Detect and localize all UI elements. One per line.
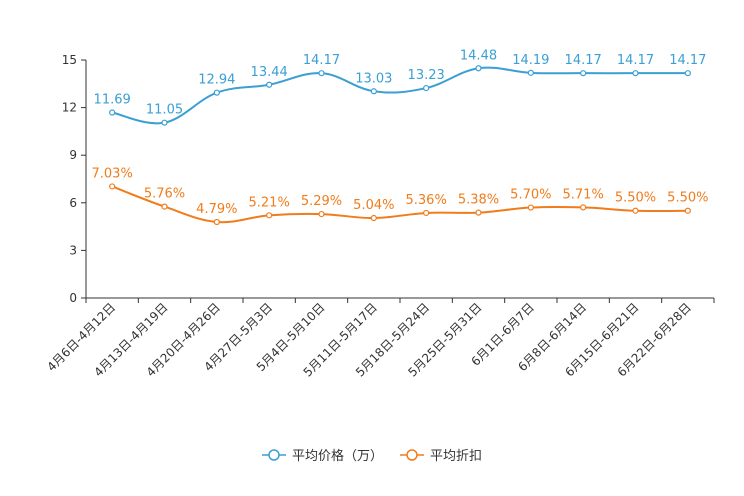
data-point bbox=[213, 218, 220, 226]
y-tick-label: 15 bbox=[62, 53, 77, 67]
y-tick-label: 9 bbox=[69, 148, 77, 162]
data-label: 5.21% bbox=[249, 195, 290, 210]
data-label: 14.17 bbox=[565, 53, 602, 68]
data-label: 5.71% bbox=[563, 187, 604, 202]
data-point bbox=[266, 212, 273, 219]
data-label: 7.03% bbox=[92, 166, 133, 181]
data-point bbox=[684, 207, 691, 214]
data-point bbox=[370, 214, 377, 222]
data-point bbox=[318, 210, 325, 218]
series-1: 11.69 11.05 12.94 13.44 14.17 13.03 13.23 14.48… bbox=[94, 48, 706, 126]
data-label: 14.19 bbox=[512, 53, 549, 68]
data-point bbox=[109, 109, 116, 116]
data-label: 11.69 bbox=[94, 93, 131, 108]
data-label: 5.50% bbox=[667, 191, 708, 206]
data-point bbox=[527, 204, 534, 211]
data-point bbox=[213, 89, 220, 96]
data-point bbox=[527, 69, 534, 76]
series-2: 7.03% 5.76% 4.79% 5.21% 5.29% 5.04% 5.36% 5.38%… bbox=[92, 166, 708, 226]
y-tick-label: 6 bbox=[69, 196, 77, 210]
data-label: 5.04% bbox=[353, 198, 394, 213]
data-label: 13.03 bbox=[355, 71, 392, 86]
data-point bbox=[632, 207, 639, 214]
y-tick-label: 0 bbox=[69, 291, 77, 305]
data-label: 14.17 bbox=[303, 53, 340, 68]
data-point bbox=[475, 209, 482, 216]
data-point bbox=[475, 65, 482, 72]
data-label: 11.05 bbox=[146, 103, 183, 118]
data-label: 5.29% bbox=[301, 194, 342, 209]
data-label: 5.50% bbox=[615, 191, 656, 206]
data-point bbox=[684, 70, 691, 77]
series-line bbox=[111, 185, 688, 224]
data-point bbox=[161, 203, 168, 210]
data-label: 12.94 bbox=[198, 73, 235, 88]
data-point bbox=[318, 70, 325, 77]
legend-item-2: 平均折扣 bbox=[400, 449, 482, 464]
data-label: 14.17 bbox=[617, 53, 654, 68]
data-point bbox=[580, 70, 587, 77]
data-point bbox=[423, 209, 430, 217]
data-label: 14.48 bbox=[460, 48, 497, 63]
data-point bbox=[109, 183, 116, 190]
legend-item-1: 平均价格（万） bbox=[262, 448, 383, 464]
data-label: 14.17 bbox=[669, 53, 706, 68]
legend-label: 平均价格（万） bbox=[292, 448, 383, 464]
legend: 平均价格（万） 平均折扣 bbox=[262, 448, 482, 464]
data-point bbox=[161, 119, 168, 126]
data-point bbox=[266, 81, 273, 88]
data-label: 5.36% bbox=[406, 193, 447, 208]
y-tick-label: 12 bbox=[62, 101, 77, 115]
y-tick-label: 3 bbox=[69, 243, 77, 257]
data-point bbox=[423, 84, 430, 92]
series-layer: 11.69 11.05 12.94 13.44 14.17 13.03 13.23 14.48… bbox=[92, 48, 708, 226]
data-point bbox=[370, 88, 377, 95]
axis-layer: 036912154月6日-4月12日4月13日-4月19日4月20日-4月26日… bbox=[44, 53, 715, 380]
data-point bbox=[580, 204, 587, 211]
legend-marker-icon bbox=[406, 449, 418, 461]
data-label: 13.23 bbox=[408, 68, 445, 83]
data-point bbox=[632, 70, 639, 77]
data-label: 13.44 bbox=[251, 65, 288, 80]
data-label: 5.70% bbox=[510, 188, 551, 203]
data-label: 4.79% bbox=[196, 202, 237, 217]
data-label: 5.38% bbox=[458, 193, 499, 208]
data-label: 5.76% bbox=[144, 187, 185, 202]
series-line bbox=[111, 66, 688, 125]
legend-marker-icon bbox=[268, 449, 280, 461]
legend-label: 平均折扣 bbox=[430, 449, 482, 464]
